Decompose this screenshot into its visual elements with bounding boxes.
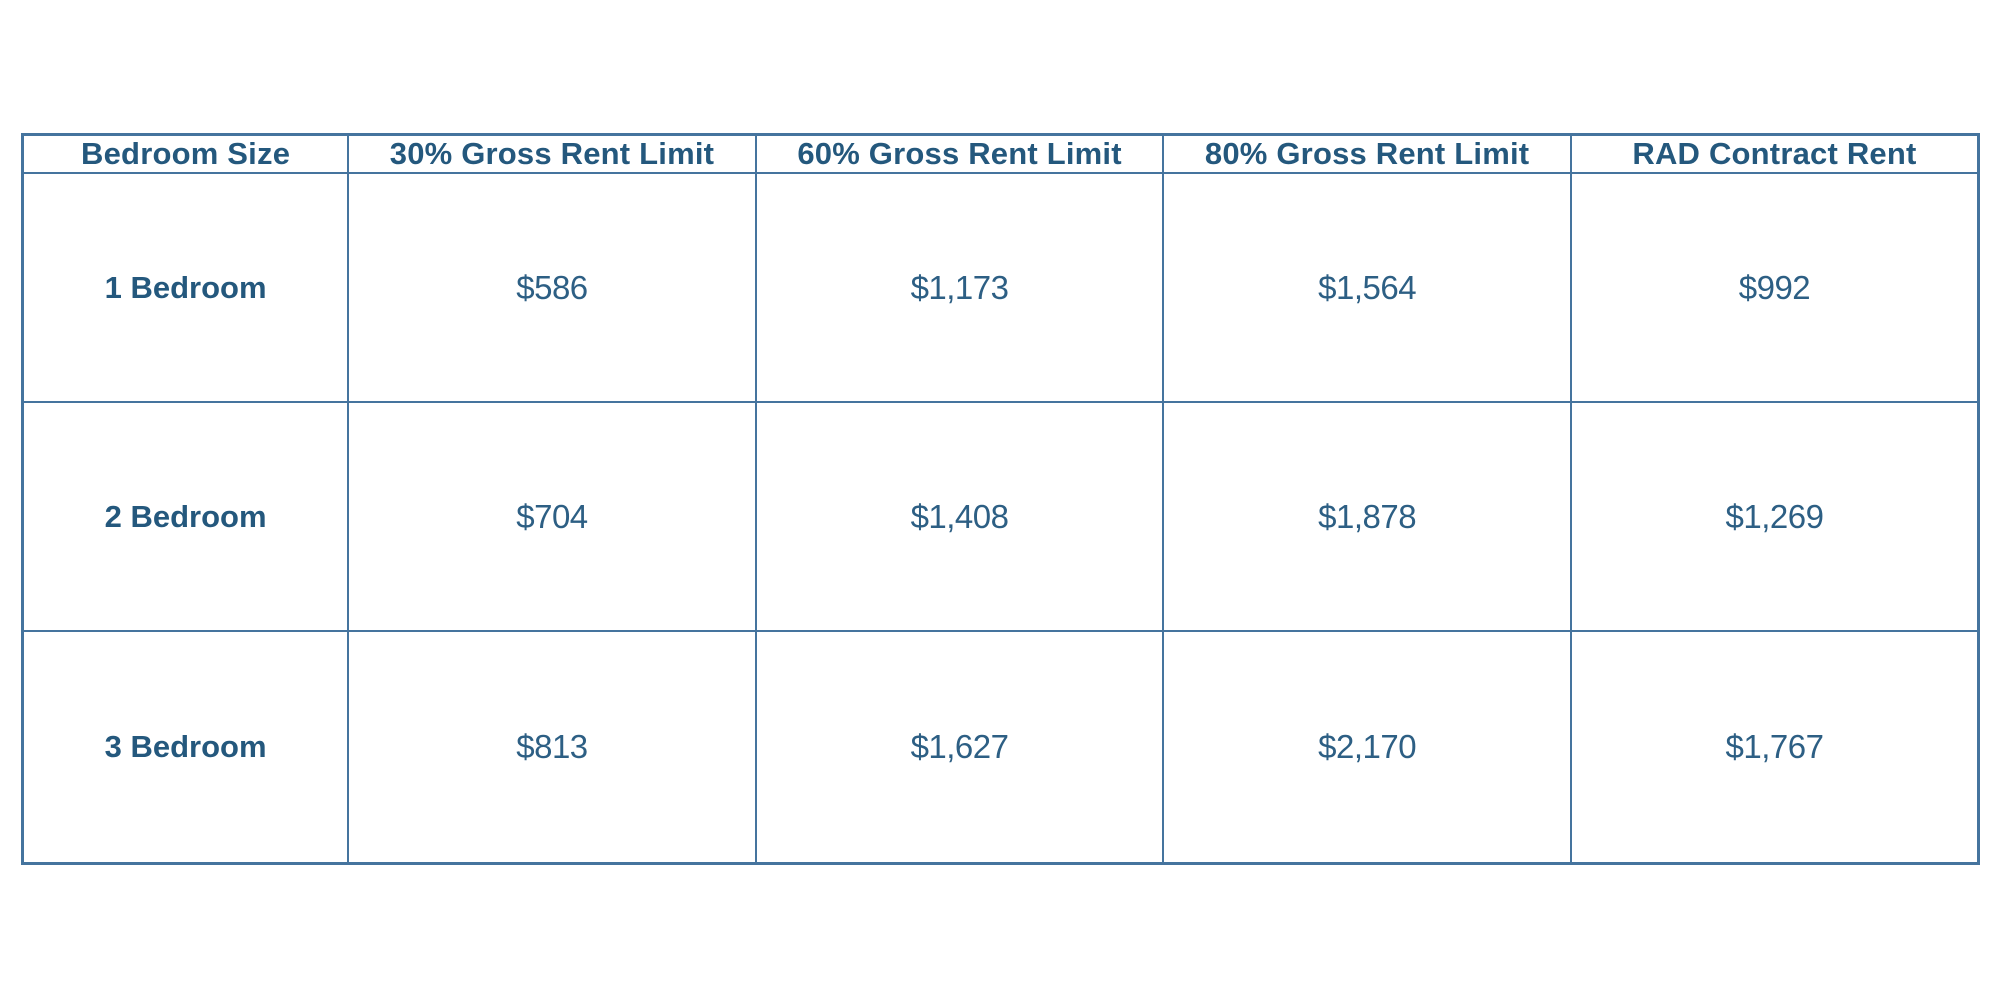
row-label-1-bedroom: 1 Bedroom (21, 171, 350, 404)
cell-1br-80pct: $1,564 (1162, 171, 1572, 404)
cell-2br-80pct: $1,878 (1162, 401, 1572, 633)
rent-limits-table: Bedroom Size 30% Gross Rent Limit 60% Gr… (21, 133, 1980, 865)
header-row: Bedroom Size 30% Gross Rent Limit 60% Gr… (21, 133, 1980, 174)
table-row-2-bedroom: 2 Bedroom $704 $1,408 $1,878 $1,269 (21, 401, 1980, 633)
header-rad-contract-rent: RAD Contract Rent (1569, 133, 1980, 174)
cell-2br-rad-contract: $1,269 (1569, 401, 1980, 633)
header-30pct-gross-rent-limit: 30% Gross Rent Limit (347, 133, 757, 174)
cell-3br-30pct: $813 (347, 630, 757, 865)
table-row-3-bedroom: 3 Bedroom $813 $1,627 $2,170 $1,767 (21, 630, 1980, 865)
cell-1br-30pct: $586 (347, 171, 757, 404)
row-label-3-bedroom: 3 Bedroom (21, 630, 350, 865)
cell-3br-60pct: $1,627 (754, 630, 1165, 865)
cell-3br-80pct: $2,170 (1162, 630, 1572, 865)
header-80pct-gross-rent-limit: 80% Gross Rent Limit (1162, 133, 1572, 174)
cell-2br-30pct: $704 (347, 401, 757, 633)
row-label-2-bedroom: 2 Bedroom (21, 401, 350, 633)
cell-3br-rad-contract: $1,767 (1569, 630, 1980, 865)
cell-1br-rad-contract: $992 (1569, 171, 1980, 404)
cell-2br-60pct: $1,408 (754, 401, 1165, 633)
header-bedroom-size: Bedroom Size (21, 133, 350, 174)
cell-1br-60pct: $1,173 (754, 171, 1165, 404)
table-row-1-bedroom: 1 Bedroom $586 $1,173 $1,564 $992 (21, 171, 1980, 404)
header-60pct-gross-rent-limit: 60% Gross Rent Limit (754, 133, 1165, 174)
rent-limits-table-container: Bedroom Size 30% Gross Rent Limit 60% Gr… (21, 133, 1980, 865)
